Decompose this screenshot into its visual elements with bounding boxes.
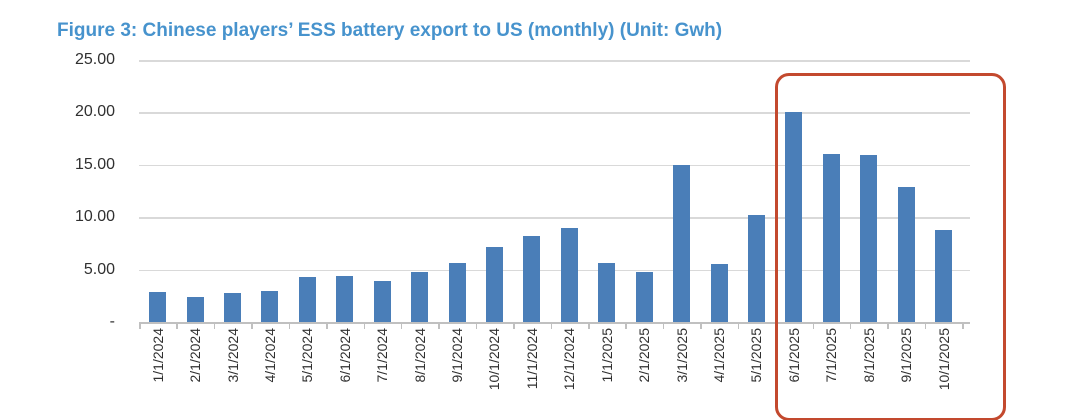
- bar: [635, 271, 653, 322]
- bar: [822, 154, 840, 322]
- y-axis-label: 10.00: [74, 208, 115, 226]
- x-axis-label: 11/1/2024: [523, 328, 540, 390]
- gridline: [139, 164, 970, 167]
- bar: [560, 227, 578, 322]
- figure-title: Figure 3: Chinese players’ ESS battery e…: [57, 20, 723, 41]
- bar: [298, 276, 316, 322]
- x-axis-label: 8/1/2024: [411, 328, 428, 383]
- bar: [373, 281, 391, 322]
- x-axis-tick: [737, 324, 740, 329]
- x-axis-tick: [213, 324, 216, 329]
- gridline: [139, 112, 970, 114]
- y-axis-label: 20.00: [74, 103, 115, 121]
- bar: [598, 263, 616, 322]
- gridline: [139, 269, 970, 272]
- x-axis-label: 2/1/2025: [636, 328, 653, 383]
- x-axis-tick: [176, 324, 178, 329]
- x-axis-label: 5/1/2024: [299, 328, 316, 383]
- gridline: [139, 60, 970, 62]
- gridline: [139, 217, 970, 219]
- x-axis-tick: [588, 324, 590, 329]
- x-axis-tick: [251, 324, 253, 329]
- bar: [935, 229, 953, 322]
- bar: [673, 164, 691, 322]
- x-axis-label: 6/1/2024: [336, 328, 353, 383]
- x-axis-tick: [438, 324, 440, 329]
- x-axis-tick: [550, 324, 553, 329]
- bar: [149, 291, 167, 322]
- x-axis-tick: [400, 324, 403, 329]
- x-axis-label: 1/1/2024: [149, 328, 166, 383]
- bar: [448, 263, 466, 322]
- x-axis-tick: [962, 324, 964, 329]
- bar: [224, 292, 242, 322]
- x-axis-label: 10/1/2024: [486, 328, 503, 391]
- x-axis-label: 12/1/2024: [561, 328, 578, 391]
- x-axis-label: 2/1/2024: [187, 328, 204, 383]
- x-axis-tick: [812, 324, 815, 329]
- x-axis-label: 4/1/2024: [261, 328, 278, 383]
- x-axis-label: 1/1/2025: [598, 328, 615, 383]
- x-axis-tick: [288, 324, 291, 329]
- y-axis-label: -: [109, 313, 115, 330]
- y-axis-label: 25.00: [74, 51, 115, 68]
- bar: [485, 246, 503, 322]
- x-axis-tick: [513, 324, 515, 329]
- y-axis-label: 15.00: [74, 155, 115, 173]
- bar: [336, 275, 354, 322]
- x-axis-label: 9/1/2024: [449, 328, 466, 383]
- y-axis-label: 5.00: [83, 260, 115, 278]
- x-axis-tick: [363, 324, 366, 329]
- x-axis-label: 5/1/2025: [748, 328, 765, 383]
- x-axis-tick: [625, 324, 627, 329]
- bar: [186, 296, 204, 322]
- bar: [710, 264, 728, 322]
- x-axis-tick: [924, 324, 927, 329]
- bar: [860, 155, 878, 322]
- bar: [523, 236, 541, 322]
- plot-area: [139, 60, 970, 329]
- bar: [747, 215, 765, 322]
- x-axis-tick: [887, 324, 889, 329]
- highlight-box: [775, 73, 1006, 420]
- bar: [897, 186, 915, 322]
- x-axis-tick: [662, 324, 665, 329]
- x-axis-tick: [326, 324, 328, 329]
- bar: [261, 290, 279, 322]
- x-axis-label: 3/1/2025: [673, 328, 690, 383]
- y-axis: - 5.00 10.00 15.00 20.00 25.00: [0, 51, 115, 330]
- x-axis-label: 4/1/2025: [711, 328, 727, 383]
- x-axis-label: 3/1/2024: [224, 328, 241, 383]
- bar: [785, 112, 803, 322]
- bar: [411, 271, 429, 322]
- x-axis-tick: [475, 324, 478, 329]
- x-axis-tick: [139, 324, 141, 329]
- x-axis-tick: [849, 324, 852, 329]
- x-axis-tick: [700, 324, 702, 329]
- x-axis-label: 7/1/2024: [374, 328, 391, 383]
